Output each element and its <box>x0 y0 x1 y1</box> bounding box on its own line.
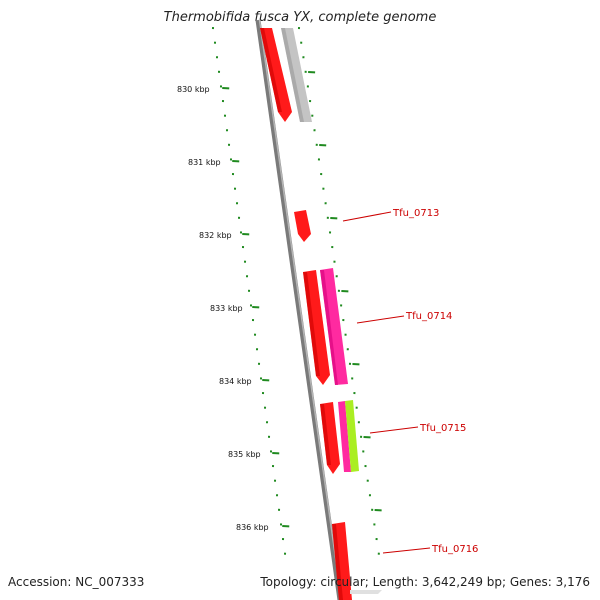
genome-title: Thermobifida fusca YX, complete genome <box>163 10 437 25</box>
leader-line-tfu0714 <box>356 315 405 324</box>
outer-ruler-track <box>297 27 380 555</box>
gene-label-tfu0715[interactable]: Tfu_0715 <box>419 423 466 434</box>
gene-label-tfu0716[interactable]: Tfu_0716 <box>431 544 478 555</box>
accession-text: Accession: NC_007333 <box>8 575 145 589</box>
genome-backbone <box>255 19 343 600</box>
cds-feature-tfu0713[interactable] <box>294 210 311 242</box>
cds-feature-tfu0715[interactable] <box>345 400 359 472</box>
kbp-label-836: 836 kbp <box>236 523 269 532</box>
major-ticks <box>222 71 382 528</box>
kbp-label-835: 835 kbp <box>228 450 261 459</box>
gene-labels: Tfu_0713 Tfu_0714 Tfu_0715 Tfu_0716 <box>392 208 478 555</box>
gene-label-tfu0714[interactable]: Tfu_0714 <box>405 311 452 322</box>
ruler-labels: 830 kbp 831 kbp 832 kbp 833 kbp 834 kbp … <box>177 85 269 532</box>
cds-feature-magenta-0715[interactable] <box>338 401 351 472</box>
leader-line-tfu0715 <box>369 426 419 434</box>
leader-line-tfu0713 <box>342 211 392 222</box>
kbp-label-830: 830 kbp <box>177 85 210 94</box>
gene-label-tfu0713[interactable]: Tfu_0713 <box>392 208 439 219</box>
gene-label-lines <box>342 211 431 554</box>
inner-ruler-track <box>211 27 287 555</box>
kbp-label-831: 831 kbp <box>188 158 221 167</box>
kbp-label-832: 832 kbp <box>199 231 232 240</box>
kbp-label-834: 834 kbp <box>219 377 252 386</box>
kbp-label-833: 833 kbp <box>210 304 243 313</box>
gene-features <box>260 28 382 600</box>
genome-stats-text: Topology: circular; Length: 3,642,249 bp… <box>260 575 590 589</box>
leader-line-tfu0716 <box>382 547 431 554</box>
